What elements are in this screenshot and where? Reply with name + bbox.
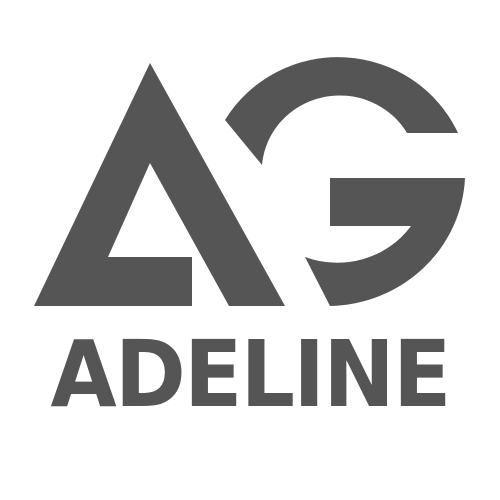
brand-wordmark: ADELINE	[50, 321, 451, 428]
monogram-letter-a	[34, 63, 285, 306]
monogram-letter-g	[225, 57, 465, 307]
